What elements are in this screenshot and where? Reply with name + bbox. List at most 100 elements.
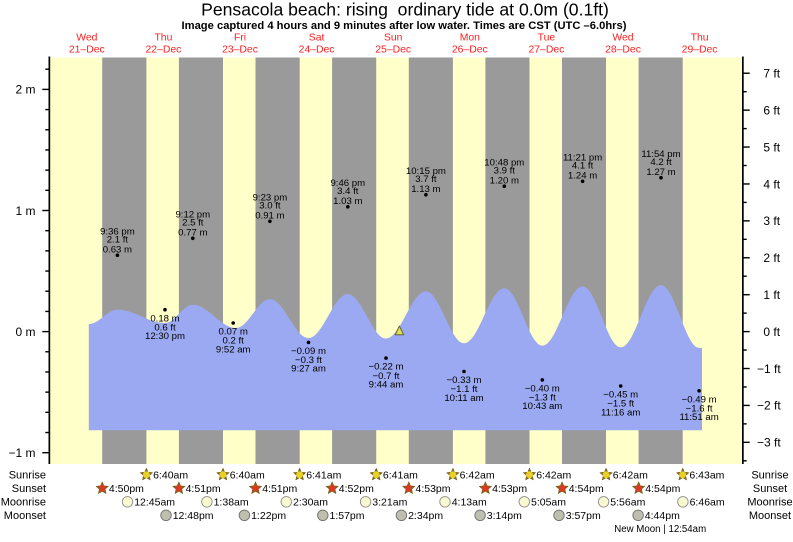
svg-text:0.77 m: 0.77 m [178, 227, 207, 238]
svg-text:4:53pm: 4:53pm [492, 483, 527, 495]
svg-text:Sunrise: Sunrise [751, 470, 788, 482]
svg-text:Moonset: Moonset [4, 510, 46, 522]
svg-text:−3 ft: −3 ft [757, 436, 781, 450]
svg-text:24–Dec: 24–Dec [299, 44, 335, 55]
svg-text:Fri: Fri [234, 32, 246, 43]
svg-text:Wed: Wed [612, 32, 633, 43]
svg-text:2 m: 2 m [15, 83, 35, 97]
svg-text:4.2 ft: 4.2 ft [650, 157, 672, 168]
svg-text:1.20 m: 1.20 m [490, 175, 519, 186]
svg-text:5 ft: 5 ft [763, 140, 780, 154]
svg-text:2.1 ft: 2.1 ft [107, 234, 129, 245]
svg-text:6:42am: 6:42am [613, 470, 648, 482]
svg-text:1.24 m: 1.24 m [568, 170, 597, 181]
svg-text:−0.3 ft: −0.3 ft [295, 355, 322, 366]
svg-text:−0.45 m: −0.45 m [603, 390, 638, 401]
svg-text:3:21am: 3:21am [372, 497, 407, 509]
svg-text:27–Dec: 27–Dec [528, 44, 564, 55]
svg-text:21–Dec: 21–Dec [69, 44, 105, 55]
svg-text:Pensacola beach: rising ordin: Pensacola beach: rising ordinary tide at… [201, 0, 609, 20]
svg-text:Moonrise: Moonrise [1, 497, 46, 509]
svg-text:4:51pm: 4:51pm [262, 483, 297, 495]
svg-text:6 ft: 6 ft [763, 103, 780, 117]
svg-text:9:46 pm: 9:46 pm [330, 178, 365, 189]
svg-text:4:51pm: 4:51pm [186, 483, 221, 495]
svg-text:−0.33 m: −0.33 m [447, 375, 482, 386]
svg-text:−0.7 ft: −0.7 ft [373, 371, 400, 382]
svg-text:1 ft: 1 ft [763, 288, 780, 302]
svg-text:1 m: 1 m [15, 204, 35, 218]
svg-text:−0.09 m: −0.09 m [291, 346, 326, 357]
svg-text:−0.22 m: −0.22 m [369, 362, 404, 373]
svg-text:6:42am: 6:42am [460, 470, 495, 482]
svg-text:0.63 m: 0.63 m [103, 244, 132, 255]
svg-text:6:40am: 6:40am [153, 470, 188, 482]
svg-text:9:52 am: 9:52 am [216, 344, 251, 355]
svg-text:28–Dec: 28–Dec [605, 44, 641, 55]
svg-text:2 ft: 2 ft [763, 251, 780, 265]
svg-text:6:41am: 6:41am [383, 470, 418, 482]
svg-text:4:52pm: 4:52pm [339, 483, 374, 495]
svg-text:Moonrise: Moonrise [747, 497, 792, 509]
svg-text:1.13 m: 1.13 m [411, 184, 440, 195]
svg-text:3.4 ft: 3.4 ft [337, 186, 359, 197]
svg-text:New Moon | 12:54am: New Moon | 12:54am [614, 524, 706, 535]
svg-text:3.0 ft: 3.0 ft [259, 200, 281, 211]
svg-text:4:53pm: 4:53pm [416, 483, 451, 495]
svg-text:3 ft: 3 ft [763, 214, 780, 228]
svg-text:0.18 m: 0.18 m [150, 313, 179, 324]
svg-text:9:44 am: 9:44 am [369, 379, 404, 390]
svg-text:9:12 pm: 9:12 pm [175, 209, 210, 220]
svg-text:4 ft: 4 ft [763, 177, 780, 191]
svg-text:7 ft: 7 ft [763, 67, 780, 81]
svg-text:12:45am: 12:45am [134, 497, 175, 509]
svg-text:12:30 pm: 12:30 pm [145, 331, 185, 342]
svg-text:23–Dec: 23–Dec [222, 44, 258, 55]
svg-text:4:50pm: 4:50pm [109, 483, 144, 495]
svg-text:0.6 ft: 0.6 ft [154, 322, 176, 333]
svg-text:4:44pm: 4:44pm [645, 510, 680, 522]
svg-text:Sunset: Sunset [753, 483, 787, 495]
svg-text:6:46am: 6:46am [690, 497, 725, 509]
svg-text:25–Dec: 25–Dec [375, 44, 411, 55]
svg-text:29–Dec: 29–Dec [682, 44, 718, 55]
svg-text:Sunrise: Sunrise [9, 470, 46, 482]
svg-text:6:42am: 6:42am [536, 470, 571, 482]
svg-text:3:14pm: 3:14pm [487, 510, 522, 522]
svg-text:9:27 am: 9:27 am [291, 364, 326, 375]
svg-text:Mon: Mon [460, 32, 480, 43]
svg-text:10:48 pm: 10:48 pm [484, 157, 524, 168]
svg-text:Wed: Wed [76, 32, 97, 43]
svg-text:0 ft: 0 ft [763, 325, 780, 339]
svg-text:−1 ft: −1 ft [757, 362, 781, 376]
svg-text:9:23 pm: 9:23 pm [253, 192, 288, 203]
svg-text:4.1 ft: 4.1 ft [572, 160, 594, 171]
svg-text:−1.3 ft: −1.3 ft [529, 393, 556, 404]
svg-text:−0.49 m: −0.49 m [682, 394, 717, 405]
svg-text:6:43am: 6:43am [689, 470, 724, 482]
svg-text:6:40am: 6:40am [230, 470, 265, 482]
svg-text:22–Dec: 22–Dec [145, 44, 181, 55]
svg-text:2:30am: 2:30am [293, 497, 328, 509]
svg-text:10:15 pm: 10:15 pm [406, 166, 446, 177]
svg-text:−1.5 ft: −1.5 ft [607, 399, 634, 410]
svg-text:Thu: Thu [154, 32, 172, 43]
svg-text:0.2 ft: 0.2 ft [223, 336, 245, 347]
svg-text:Moonset: Moonset [749, 510, 791, 522]
svg-text:Sun: Sun [384, 32, 403, 43]
svg-text:1:38am: 1:38am [214, 497, 249, 509]
svg-text:10:11 am: 10:11 am [444, 393, 483, 404]
svg-text:−1 m: −1 m [8, 446, 35, 460]
svg-text:3.7 ft: 3.7 ft [415, 174, 437, 185]
svg-text:Thu: Thu [691, 32, 709, 43]
svg-text:0.91 m: 0.91 m [255, 210, 284, 221]
svg-text:1.03 m: 1.03 m [333, 196, 362, 207]
svg-text:5:05am: 5:05am [531, 497, 566, 509]
svg-text:26–Dec: 26–Dec [452, 44, 488, 55]
svg-text:4:13am: 4:13am [452, 497, 487, 509]
svg-text:4:54pm: 4:54pm [645, 483, 680, 495]
svg-text:0.07 m: 0.07 m [219, 327, 248, 338]
svg-text:6:41am: 6:41am [306, 470, 341, 482]
svg-text:2:34pm: 2:34pm [408, 510, 443, 522]
svg-text:2.5 ft: 2.5 ft [182, 217, 204, 228]
